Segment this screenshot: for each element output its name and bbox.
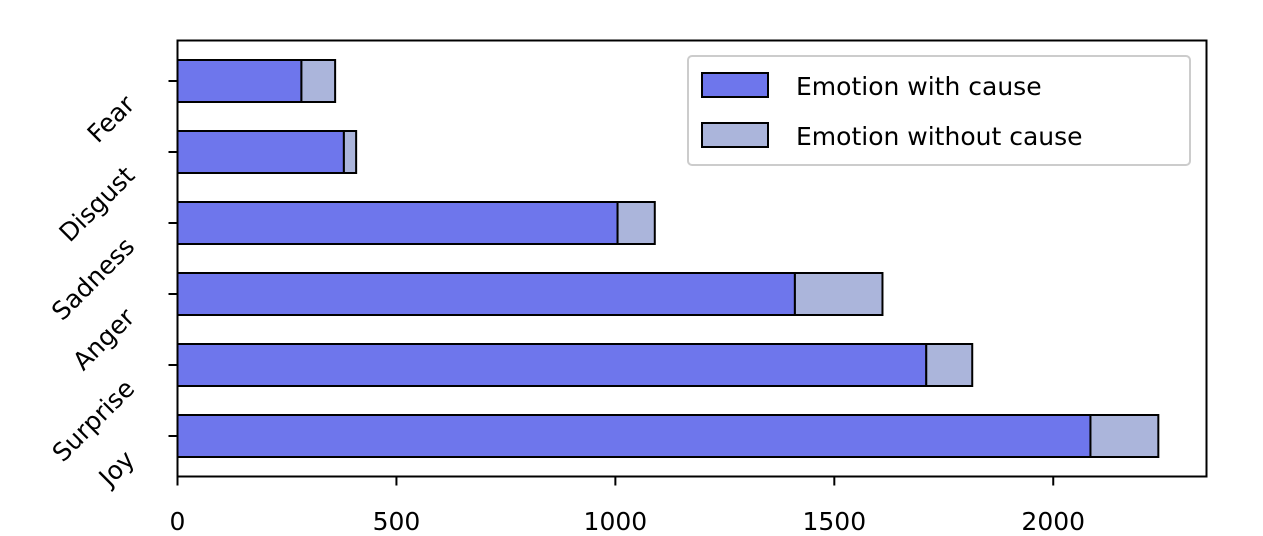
legend-swatch-with-cause bbox=[701, 72, 769, 98]
bars-group bbox=[176, 59, 1160, 458]
x-tick-label-0: 0 bbox=[170, 507, 186, 536]
bar-anger-emotion-without-cause bbox=[793, 272, 884, 316]
bar-fear-emotion-without-cause bbox=[300, 59, 337, 103]
bar-surprise-emotion-with-cause bbox=[176, 343, 928, 387]
y-tick-label-disgust: Disgust bbox=[53, 161, 140, 248]
bar-disgust-emotion-without-cause bbox=[342, 130, 358, 174]
legend-label-with-cause: Emotion with cause bbox=[796, 72, 1042, 101]
x-tick-label-1500: 1500 bbox=[802, 507, 866, 536]
x-tick-label-2000: 2000 bbox=[1021, 507, 1085, 536]
x-axis: 0 500 1000 1500 2000 bbox=[170, 476, 1085, 536]
bar-fear-emotion-with-cause bbox=[176, 59, 303, 103]
legend-swatch-without-cause bbox=[701, 122, 769, 148]
legend: Emotion with cause Emotion without cause bbox=[687, 55, 1191, 166]
bar-disgust-emotion-with-cause bbox=[176, 130, 345, 174]
y-tick-label-fear: Fear bbox=[82, 89, 141, 148]
legend-label-without-cause: Emotion without cause bbox=[796, 122, 1083, 151]
plot-frame bbox=[176, 39, 1208, 478]
bar-sadness-emotion-without-cause bbox=[616, 201, 656, 245]
bar-sadness-emotion-with-cause bbox=[176, 201, 619, 245]
x-tick-label-1000: 1000 bbox=[584, 507, 648, 536]
y-tick-label-joy: Joy bbox=[92, 445, 141, 494]
bar-joy-emotion-without-cause bbox=[1089, 414, 1160, 458]
legend-box bbox=[687, 55, 1191, 166]
bar-surprise-emotion-without-cause bbox=[925, 343, 974, 387]
bar-joy-emotion-with-cause bbox=[176, 414, 1092, 458]
x-tick-label-500: 500 bbox=[373, 507, 421, 536]
bar-anger-emotion-with-cause bbox=[176, 272, 796, 316]
